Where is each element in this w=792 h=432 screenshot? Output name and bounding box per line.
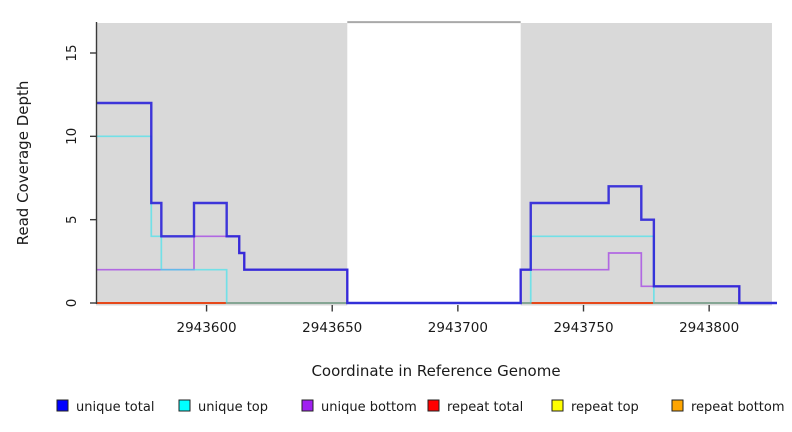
legend-item-repeat-total: repeat total bbox=[427, 399, 523, 415]
legend-swatch bbox=[178, 399, 191, 412]
x-tick-label: 2943700 bbox=[428, 320, 488, 336]
legend-swatch bbox=[551, 399, 564, 412]
y-axis: 0 5 10 15 bbox=[64, 22, 98, 308]
x-tick-label: 2943600 bbox=[177, 320, 237, 336]
x-tick-label: 2943650 bbox=[302, 320, 362, 336]
legend-label: unique top bbox=[198, 400, 268, 415]
legend-item-unique-top: unique top bbox=[178, 399, 268, 415]
x-tick-label: 2943800 bbox=[679, 320, 739, 336]
covered-region-right bbox=[520, 23, 772, 306]
legend-swatch bbox=[427, 399, 440, 412]
covered-region-left bbox=[96, 23, 348, 306]
legend-label: repeat total bbox=[447, 400, 523, 415]
legend-swatch bbox=[301, 399, 314, 412]
y-tick-label: 0 bbox=[64, 299, 80, 308]
y-tick-label: 5 bbox=[64, 215, 80, 224]
x-axis: 2943600 2943650 2943700 2943750 2943800 bbox=[177, 305, 739, 336]
x-axis-title: Coordinate in Reference Genome bbox=[311, 362, 560, 380]
legend-label: repeat bottom bbox=[691, 400, 785, 415]
series-lines bbox=[96, 101, 777, 305]
legend-label: unique bottom bbox=[321, 400, 417, 415]
series-line-unique-total bbox=[96, 101, 777, 305]
y-tick-label: 10 bbox=[64, 128, 80, 145]
legend-item-repeat-top: repeat top bbox=[551, 399, 639, 415]
shaded-coverage-regions bbox=[96, 23, 772, 306]
legend-swatch bbox=[56, 399, 69, 412]
legend: unique total unique top unique bottom repea… bbox=[56, 399, 785, 415]
legend-item-unique-total: unique total bbox=[56, 399, 154, 415]
y-axis-title: Read Coverage Depth bbox=[14, 81, 32, 246]
y-tick-label: 15 bbox=[64, 44, 80, 61]
x-tick-label: 2943750 bbox=[553, 320, 613, 336]
legend-label: repeat top bbox=[571, 400, 639, 415]
legend-item-repeat-bottom: repeat bottom bbox=[671, 399, 785, 415]
legend-item-unique-bottom: unique bottom bbox=[301, 399, 417, 415]
legend-swatch bbox=[671, 399, 684, 412]
legend-label: unique total bbox=[76, 400, 154, 415]
